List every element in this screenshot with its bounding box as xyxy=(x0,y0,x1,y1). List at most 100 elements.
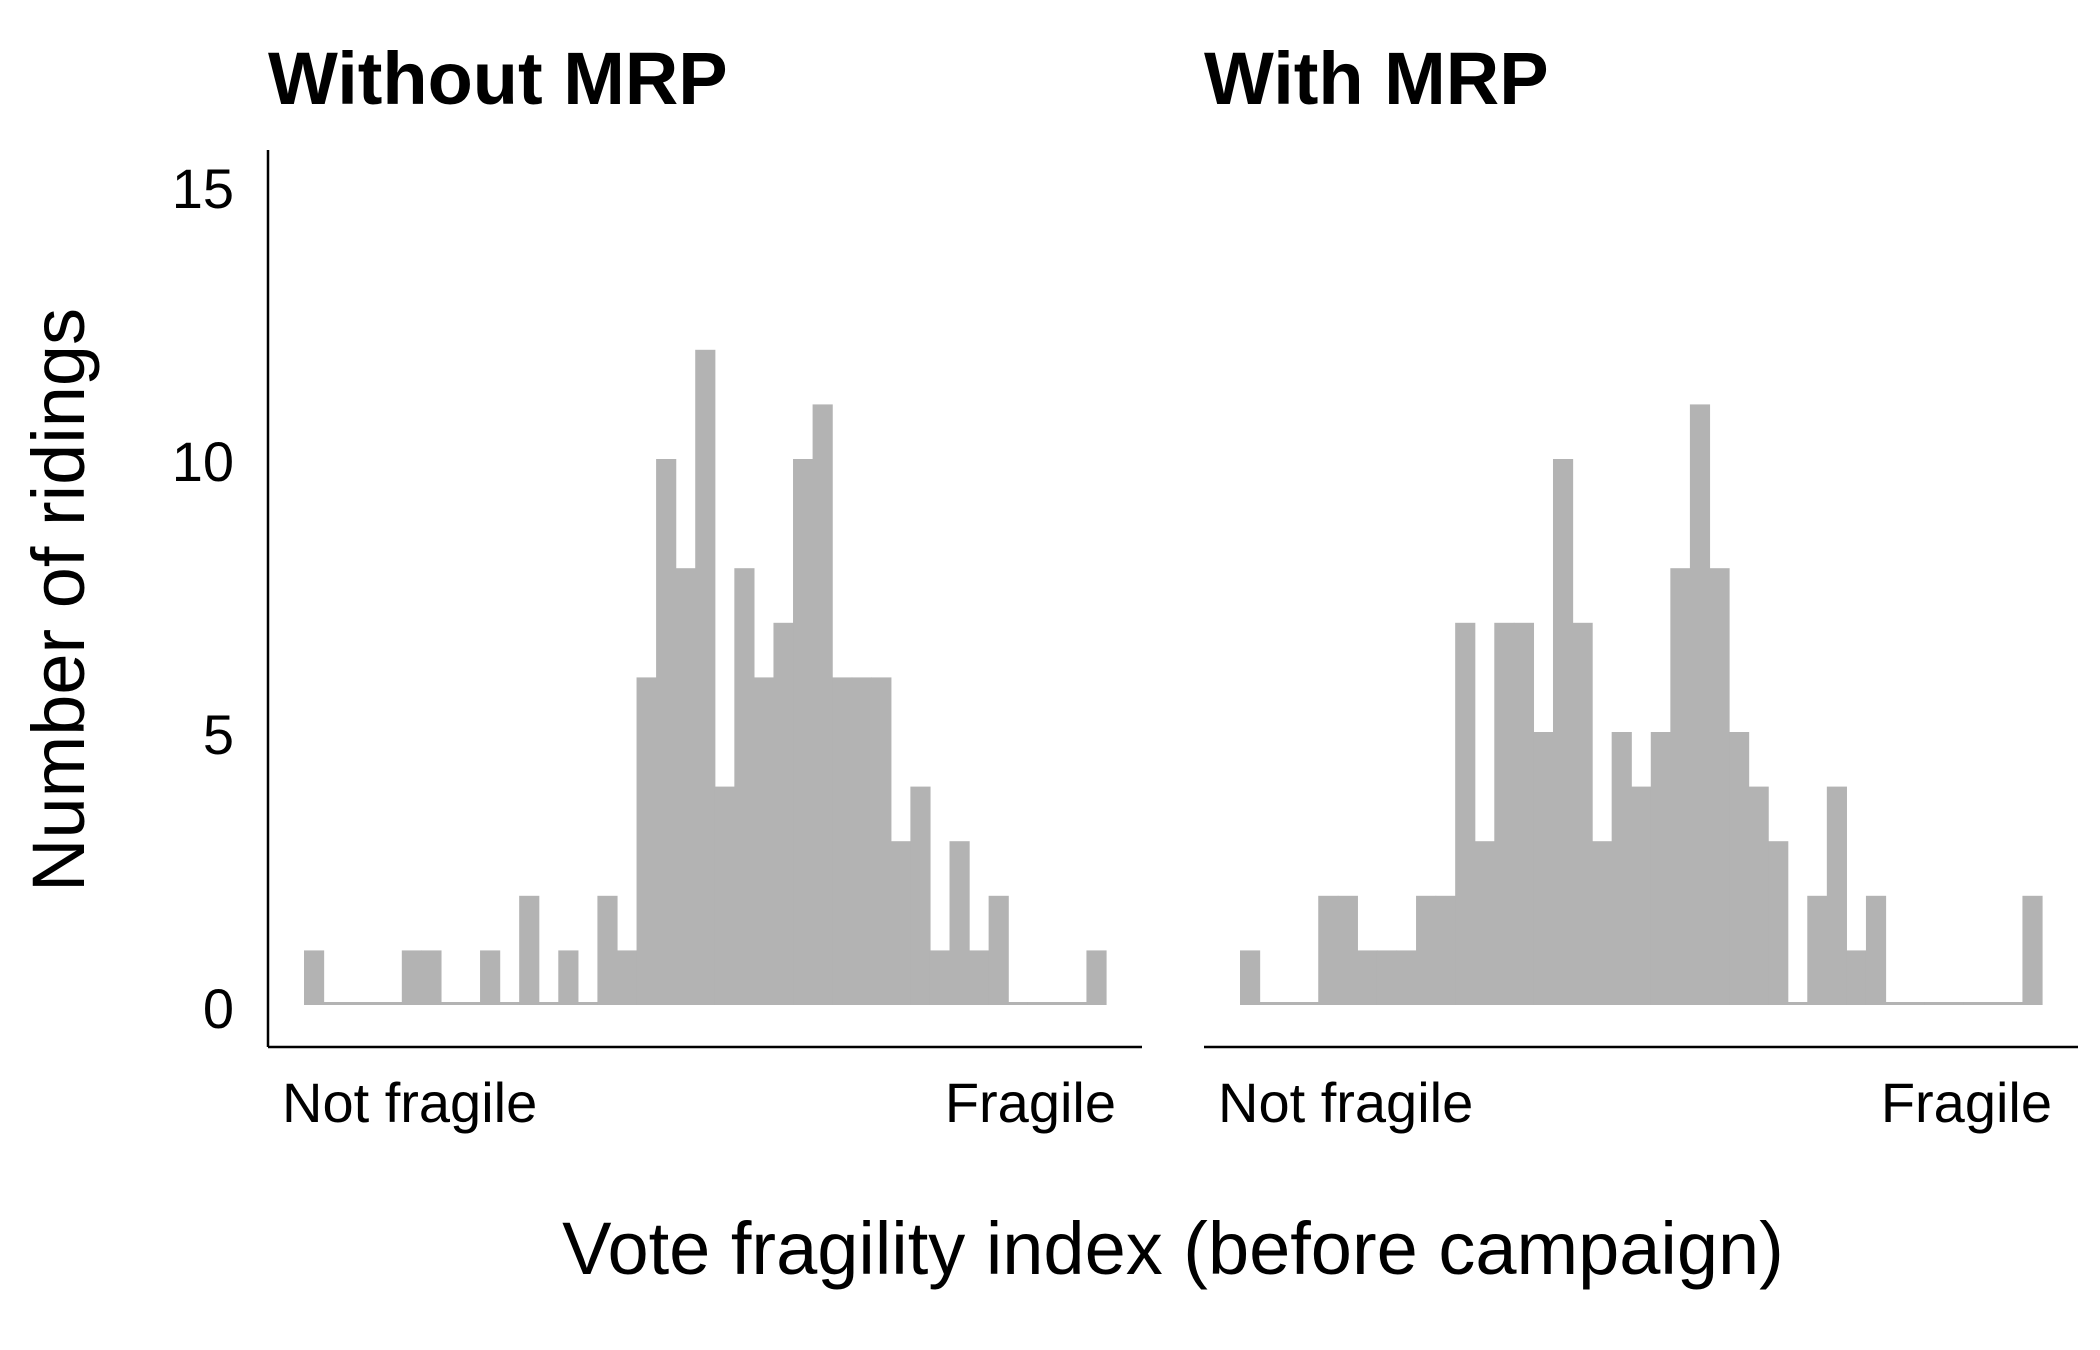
x-tick-label-not-fragile: Not fragile xyxy=(1218,1071,1473,1134)
histogram-bar xyxy=(1572,622,1593,1005)
histogram-bar xyxy=(1533,732,1554,1005)
histogram-bar xyxy=(793,459,814,1005)
histogram-bar xyxy=(1240,950,1261,1005)
histogram-bar xyxy=(440,1002,462,1005)
histogram-bar xyxy=(1008,1002,1029,1005)
panel-title: With MRP xyxy=(1204,37,1549,120)
x-axis-label: Vote fragility index (before campaign) xyxy=(562,1207,1784,1290)
histogram-bar xyxy=(1357,950,1378,1005)
histogram-bar xyxy=(675,568,696,1005)
histogram-bar xyxy=(1650,732,1671,1005)
histogram-bar xyxy=(1086,950,1107,1005)
histogram-bar xyxy=(1846,950,1867,1005)
histogram-bar xyxy=(1592,841,1613,1005)
histogram-bar xyxy=(1455,622,1476,1005)
histogram-bar xyxy=(1924,1002,1945,1005)
y-tick-label: 5 xyxy=(203,703,234,766)
histogram-bar xyxy=(1885,1002,1906,1005)
histogram-bar xyxy=(616,950,638,1005)
histogram-bar xyxy=(1611,732,1632,1005)
histogram-bar xyxy=(1318,895,1339,1005)
histogram-bar xyxy=(323,1002,344,1005)
y-axis-label: Number of ridings xyxy=(17,308,100,892)
histogram-bar xyxy=(929,950,951,1005)
histogram-bar xyxy=(969,950,990,1005)
histogram-bar xyxy=(734,568,755,1005)
histogram-bar xyxy=(1963,1002,1984,1005)
y-tick-label: 15 xyxy=(172,157,234,220)
histogram-bar xyxy=(2002,1002,2024,1005)
histogram-bar xyxy=(1709,568,1730,1005)
histogram-bar xyxy=(401,950,422,1005)
histogram-bar xyxy=(714,786,735,1005)
histogram-bar xyxy=(695,349,716,1005)
histogram-bar xyxy=(1631,786,1652,1005)
histogram-bar xyxy=(519,895,540,1005)
histogram-bar xyxy=(1435,895,1456,1005)
histogram-bar xyxy=(773,622,794,1005)
histogram-bar xyxy=(1787,1002,1808,1005)
y-tick-label: 10 xyxy=(172,430,234,493)
histogram-bar xyxy=(1729,732,1750,1005)
histogram-bar xyxy=(558,950,579,1005)
histogram-bar xyxy=(2022,895,2043,1005)
histogram-bar xyxy=(382,1002,403,1005)
histogram-bar xyxy=(753,677,775,1005)
histogram-bar xyxy=(1983,1002,2004,1005)
histogram-bar xyxy=(1865,895,1887,1005)
histogram-bar xyxy=(1689,404,1711,1005)
histogram-bar xyxy=(597,895,618,1005)
panel-title: Without MRP xyxy=(268,37,728,120)
bars-group xyxy=(304,349,1107,1005)
histogram-bar xyxy=(460,1002,481,1005)
histogram-bar xyxy=(362,1002,383,1005)
histogram-bar xyxy=(988,895,1009,1005)
x-tick-label-fragile: Fragile xyxy=(945,1071,1116,1134)
histogram-bar xyxy=(1494,622,1515,1005)
x-tick-label-not-fragile: Not fragile xyxy=(282,1071,537,1134)
histogram-bar xyxy=(343,1002,364,1005)
y-tick-label: 0 xyxy=(203,977,234,1040)
histogram-bar xyxy=(1944,1002,1965,1005)
histogram-bar xyxy=(1826,786,1847,1005)
histogram-bar xyxy=(1396,950,1417,1005)
histogram-bar xyxy=(480,950,501,1005)
histogram-bar xyxy=(1474,841,1495,1005)
histogram-bar xyxy=(636,677,657,1005)
histogram-bar xyxy=(910,786,931,1005)
histogram-bar xyxy=(577,1002,599,1005)
histogram-bar xyxy=(1513,622,1535,1005)
histogram-bar xyxy=(890,841,911,1005)
histogram-bar xyxy=(832,677,853,1005)
histogram-bar xyxy=(421,950,442,1005)
histogram-bar xyxy=(1552,459,1574,1005)
histogram-bar xyxy=(1807,895,1828,1005)
histogram-bar xyxy=(949,841,970,1005)
histogram-bar xyxy=(851,677,872,1005)
histogram-bar xyxy=(1670,568,1691,1005)
bars-group xyxy=(1240,404,2043,1005)
histogram-bar xyxy=(1376,950,1398,1005)
panel-without-mrp: Without MRP 0 5 10 15 Not fragile Fragil… xyxy=(172,37,1142,1134)
histogram-bar xyxy=(1259,1002,1280,1005)
histogram-bar xyxy=(812,404,833,1005)
histogram-bar xyxy=(656,459,677,1005)
x-tick-label-fragile: Fragile xyxy=(1881,1071,2052,1134)
histogram-bar xyxy=(1337,895,1358,1005)
histogram-bar xyxy=(1905,1002,1926,1005)
histogram-bar xyxy=(1298,1002,1319,1005)
histogram-bar xyxy=(499,1002,520,1005)
histogram-bar xyxy=(1027,1002,1048,1005)
histogram-bar xyxy=(1066,1002,1088,1005)
histogram-bar xyxy=(538,1002,559,1005)
histogram-bar xyxy=(1279,1002,1300,1005)
histogram-bar xyxy=(871,677,892,1005)
histogram-bar xyxy=(1768,841,1789,1005)
histogram-bar xyxy=(1748,786,1769,1005)
panel-with-mrp: With MRP Not fragile Fragile xyxy=(1204,37,2078,1134)
histogram-bar xyxy=(1047,1002,1068,1005)
histogram-bar xyxy=(304,950,325,1005)
histogram-bar xyxy=(1416,895,1437,1005)
